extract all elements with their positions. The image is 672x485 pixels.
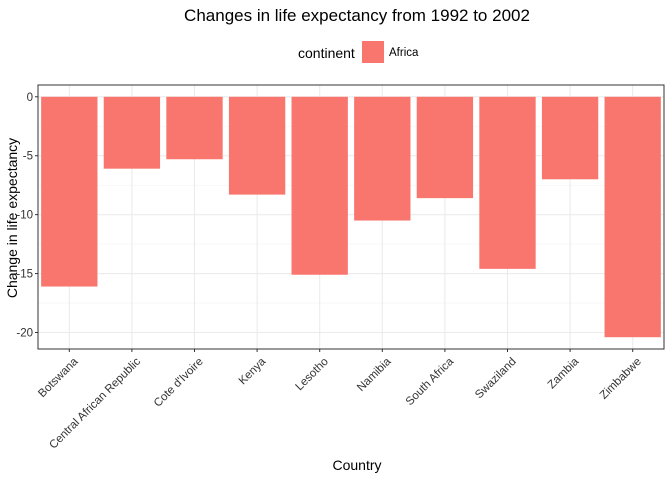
y-axis-title: Change in life expectancy xyxy=(4,138,20,298)
bar-lesotho xyxy=(291,96,348,275)
bar-south-africa xyxy=(416,96,474,199)
y-tick-label: 0 xyxy=(27,92,33,104)
chart-title: Changes in life expectancy from 1992 to … xyxy=(184,6,530,25)
y-axis: 0 -5 -10 -15 -20 xyxy=(16,92,38,340)
x-tick-label: Kenya xyxy=(237,355,269,387)
bar-cote-d-ivoire xyxy=(166,96,223,160)
y-tick-label: -20 xyxy=(16,328,33,340)
y-tick-label: -10 xyxy=(16,210,33,222)
legend-key-africa xyxy=(362,41,384,63)
x-tick-label: Botswana xyxy=(36,355,81,400)
legend-label-africa: Africa xyxy=(389,47,419,59)
legend-title: continent xyxy=(298,45,355,61)
bar-swaziland xyxy=(479,96,536,269)
bar-zimbabwe xyxy=(604,96,661,338)
bars xyxy=(41,96,661,338)
x-tick-label: Lesotho xyxy=(293,356,330,393)
bar-zambia xyxy=(541,96,599,180)
y-tick-label: -5 xyxy=(23,151,33,163)
bar-namibia xyxy=(354,96,411,221)
x-axis-title: Country xyxy=(332,457,381,473)
x-tick-label: Zambia xyxy=(546,355,582,391)
x-tick-label: Cote d'Ivoire xyxy=(152,356,206,410)
x-tick-label: Swaziland xyxy=(473,356,519,402)
x-tick-label: Zimbabwe xyxy=(598,356,644,402)
bar-kenya xyxy=(228,96,286,195)
x-tick-label: South Africa xyxy=(404,355,457,408)
plot-border xyxy=(37,84,665,350)
y-tick-label: -15 xyxy=(16,269,33,281)
legend: continent Africa xyxy=(298,41,419,63)
bar-botswana xyxy=(41,96,98,287)
bar-central-african-republic xyxy=(103,96,161,169)
x-tick-label: Namibia xyxy=(355,355,394,394)
